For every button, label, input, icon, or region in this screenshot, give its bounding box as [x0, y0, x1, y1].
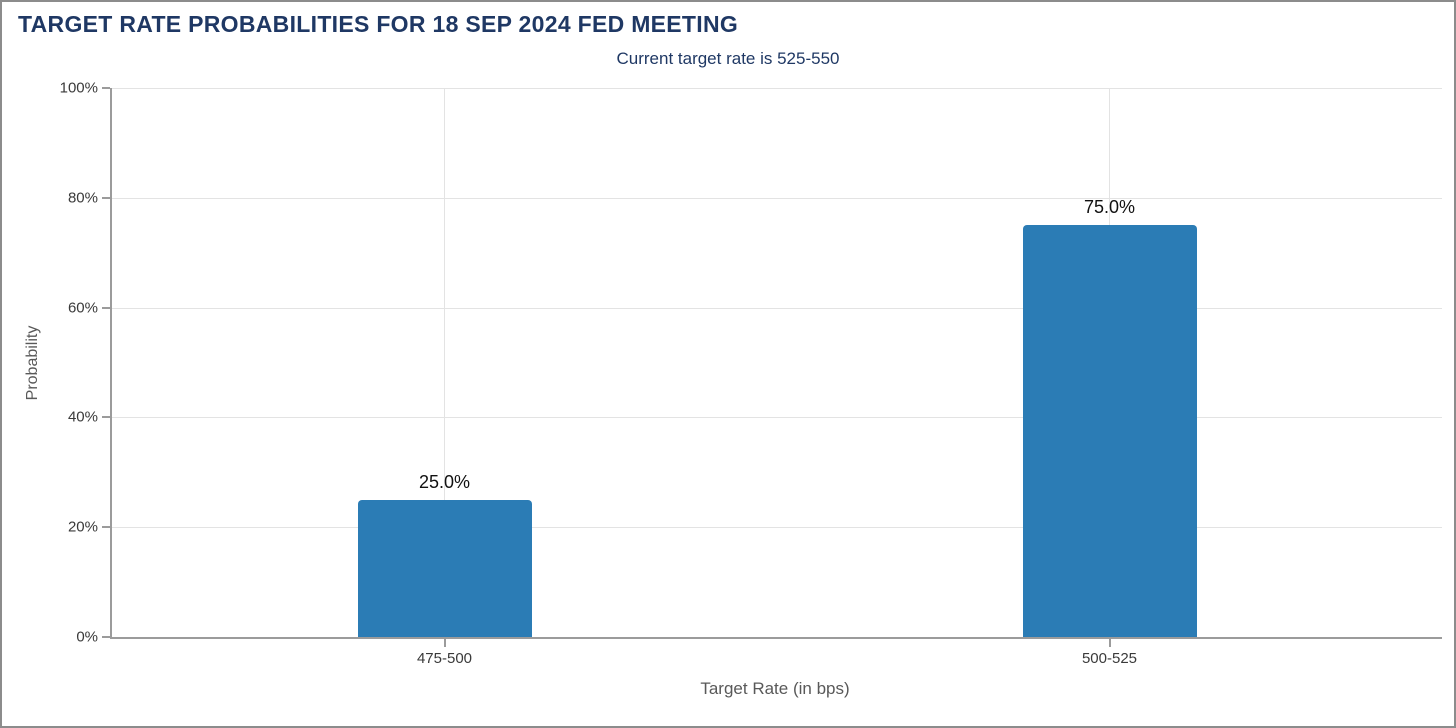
y-tick-mark [102, 526, 110, 529]
y-tick-label: 0% [76, 628, 98, 646]
chart-subtitle: Current target rate is 525-550 [616, 49, 840, 68]
x-tick-label: 500-525 [1081, 650, 1138, 667]
x-tick-mark [443, 639, 446, 647]
y-tick-mark [102, 636, 110, 638]
y-tick-mark [102, 87, 110, 89]
x-tick-label: 475-500 [416, 650, 473, 667]
bar [357, 499, 532, 637]
chart-title: TARGET RATE PROBABILITIES FOR 18 SEP 202… [18, 11, 739, 37]
h-gridline [112, 417, 1442, 419]
h-gridline [112, 527, 1442, 529]
y-tick-mark [102, 306, 110, 309]
x-axis-title: Target Rate (in bps) [700, 679, 850, 698]
y-tick-label: 20% [67, 518, 98, 536]
h-gridline [112, 307, 1442, 309]
x-tick-mark [1108, 639, 1111, 647]
bar [1022, 225, 1197, 637]
bar-value-label: 75.0% [1083, 197, 1136, 218]
y-tick-label: 60% [67, 299, 98, 317]
y-tick-label: 80% [67, 189, 98, 207]
h-gridline [112, 88, 1442, 89]
y-tick-label: 100% [59, 79, 98, 97]
plot-area: 0% 20% 40% 60% 80% 100% 25.0% 475-500 75.0% 500-5… [60, 80, 1442, 667]
bar-value-label: 25.0% [418, 471, 471, 492]
y-tick-mark [102, 416, 110, 419]
y-tick-label: 40% [67, 408, 98, 426]
y-axis-title: Probability [24, 325, 41, 401]
y-tick-mark [102, 196, 110, 199]
v-gridline [444, 88, 445, 637]
h-gridline [112, 197, 1442, 199]
